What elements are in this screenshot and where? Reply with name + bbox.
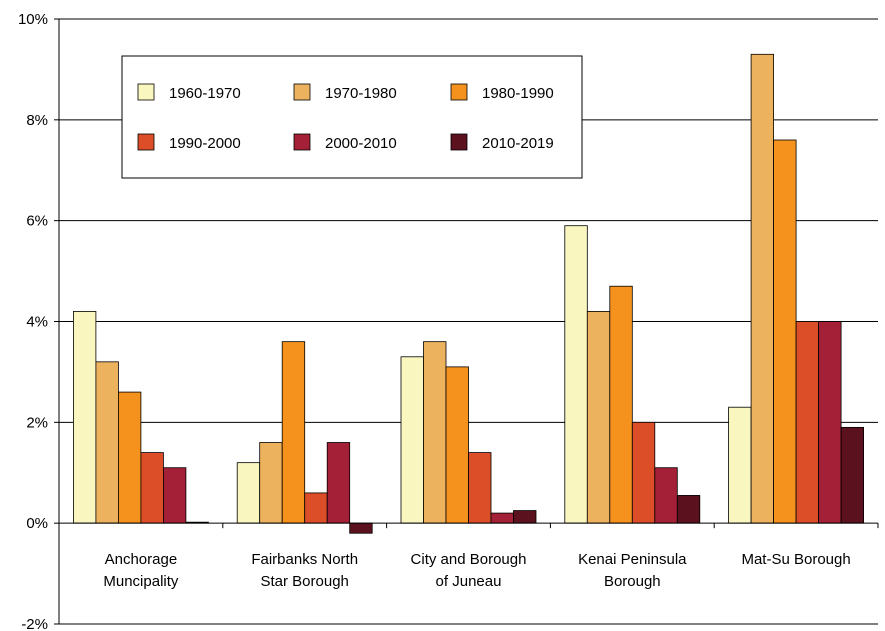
bar <box>423 341 447 524</box>
legend-label: 2010-2019 <box>482 135 554 152</box>
bar <box>95 361 119 524</box>
bar <box>631 421 656 524</box>
bar <box>654 467 678 524</box>
y-tick-label: 2% <box>26 414 48 431</box>
category-label-line: Muncipality <box>103 573 179 590</box>
category-label: City and Borough of Juneau <box>411 551 527 590</box>
bar <box>773 139 797 524</box>
bar <box>236 462 261 524</box>
bar <box>304 492 328 524</box>
bar <box>400 356 424 524</box>
category-label-line: Borough <box>604 573 661 590</box>
bar <box>490 512 514 524</box>
category-label-line: Fairbanks North <box>251 551 358 568</box>
bars <box>73 53 864 534</box>
legend: 1960-1970 1970-1980 1980-1990 1990-2000 2000… <box>121 55 583 179</box>
legend-swatch <box>293 133 311 151</box>
y-tick-labels: -2% 0% 2% 4% 6% 8% 10% <box>18 11 48 631</box>
category-label: Anchorage Muncipality <box>103 551 179 590</box>
bar <box>676 495 701 524</box>
legend-label: 1980-1990 <box>482 85 554 102</box>
bar <box>728 406 752 524</box>
axes <box>54 18 879 625</box>
legend-swatch <box>450 83 468 101</box>
legend-swatch <box>450 133 468 151</box>
bar <box>795 321 819 524</box>
category-label: Mat-Su Borough <box>741 551 850 568</box>
category-label-line: of Juneau <box>436 573 502 590</box>
legend-box <box>121 55 583 179</box>
category-label-line: Star Borough <box>261 573 349 590</box>
legend-swatch <box>137 133 155 151</box>
y-tick-label: 8% <box>26 112 48 129</box>
bar <box>281 341 306 524</box>
category-label-line: Kenai Peninsula <box>578 551 687 568</box>
y-tick-label: 4% <box>26 314 48 331</box>
bar <box>840 426 864 524</box>
legend-label: 1990-2000 <box>169 135 241 152</box>
bar <box>818 321 842 524</box>
y-tick-label: 0% <box>26 515 48 532</box>
bar <box>326 442 351 524</box>
bar <box>140 452 164 524</box>
bar <box>468 452 492 524</box>
category-label-line: Mat-Su Borough <box>741 551 850 568</box>
y-tick-label: 10% <box>18 11 48 28</box>
bar <box>162 467 187 524</box>
y-tick-label: 6% <box>26 213 48 230</box>
bar <box>564 225 588 524</box>
legend-swatch <box>137 83 155 101</box>
category-label: Kenai Peninsula Borough <box>578 551 687 590</box>
bar <box>586 311 611 524</box>
bar <box>750 53 774 524</box>
y-tick-label: -2% <box>21 616 48 631</box>
bar <box>513 510 537 524</box>
legend-swatch <box>293 83 311 101</box>
bar <box>609 285 633 524</box>
bar <box>118 391 142 524</box>
legend-label: 1970-1980 <box>325 85 397 102</box>
category-label: Fairbanks North Star Borough <box>251 551 358 590</box>
category-label-line: Anchorage <box>105 551 178 568</box>
bar <box>73 311 97 524</box>
category-labels: Anchorage Muncipality Fairbanks North Star … <box>103 551 850 590</box>
bar <box>259 442 283 524</box>
bar <box>445 366 469 524</box>
bar <box>349 522 373 534</box>
legend-label: 2000-2010 <box>325 135 397 152</box>
category-label-line: City and Borough <box>411 551 527 568</box>
legend-label: 1960-1970 <box>169 85 241 102</box>
